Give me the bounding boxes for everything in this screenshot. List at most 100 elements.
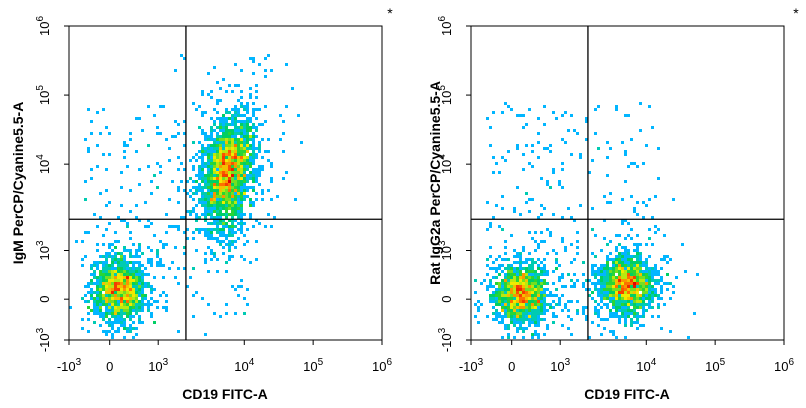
event-point [222,150,225,153]
event-point [120,318,123,321]
event-point [135,297,138,300]
event-point [246,195,249,198]
event-point [633,303,636,306]
event-point [120,285,123,288]
event-point [528,285,531,288]
event-point [231,240,234,243]
event-point [525,267,528,270]
event-point [93,321,96,324]
event-point [252,102,255,105]
event-point [117,318,120,321]
event-point [120,255,123,258]
event-point [126,312,129,315]
event-point [201,111,204,114]
event-point [621,285,624,288]
event-point [240,132,243,135]
event-point [210,210,213,213]
event-point [516,114,519,117]
event-point [207,183,210,186]
event-point [639,300,642,303]
event-point [225,132,228,135]
event-point [534,279,537,282]
event-point [525,306,528,309]
event-point [189,276,192,279]
event-point [540,273,543,276]
event-point [126,225,129,228]
event-point [642,162,645,165]
event-point [573,285,576,288]
event-point [528,288,531,291]
event-point [147,219,150,222]
event-point [279,114,282,117]
event-point [222,198,225,201]
event-point [132,327,135,330]
event-point [537,315,540,318]
event-point [537,246,540,249]
event-point [210,147,213,150]
event-point [159,171,162,174]
event-point [96,165,99,168]
event-point [534,276,537,279]
event-point [639,252,642,255]
event-point [213,156,216,159]
event-point [201,165,204,168]
event-point [108,270,111,273]
event-point [93,273,96,276]
event-point [645,282,648,285]
event-point [249,117,252,120]
event-point [618,264,621,267]
event-point [243,138,246,141]
event-point [141,303,144,306]
event-point [672,285,675,288]
x-tick-label: 104 [234,357,254,374]
event-point [216,144,219,147]
event-point [183,189,186,192]
event-point [231,114,234,117]
event-point [87,291,90,294]
event-point [243,183,246,186]
event-point [93,306,96,309]
event-point [228,180,231,183]
event-point [177,228,180,231]
event-point [519,276,522,279]
event-point [624,306,627,309]
event-point [228,159,231,162]
event-point [246,102,249,105]
event-point [564,249,567,252]
event-point [228,153,231,156]
event-point [543,294,546,297]
event-point [174,135,177,138]
event-point [504,288,507,291]
event-point [495,318,498,321]
event-point [576,279,579,282]
event-point [645,258,648,261]
event-point [525,300,528,303]
event-point [213,237,216,240]
event-point [150,258,153,261]
event-point [534,261,537,264]
event-point [642,288,645,291]
event-point [621,306,624,309]
event-point [213,150,216,153]
event-point [222,141,225,144]
event-point [243,141,246,144]
event-point [117,267,120,270]
y-tick-label: 104 [437,154,454,174]
event-point [657,279,660,282]
event-point [600,282,603,285]
event-point [234,129,237,132]
event-point [93,297,96,300]
event-point [630,264,633,267]
event-point [237,198,240,201]
event-point [651,126,654,129]
event-point [486,117,489,120]
event-point [225,243,228,246]
event-point [252,177,255,180]
event-point [228,213,231,216]
event-point [129,267,132,270]
event-point [198,156,201,159]
event-point [270,177,273,180]
event-point [510,321,513,324]
event-point [117,264,120,267]
event-point [648,273,651,276]
